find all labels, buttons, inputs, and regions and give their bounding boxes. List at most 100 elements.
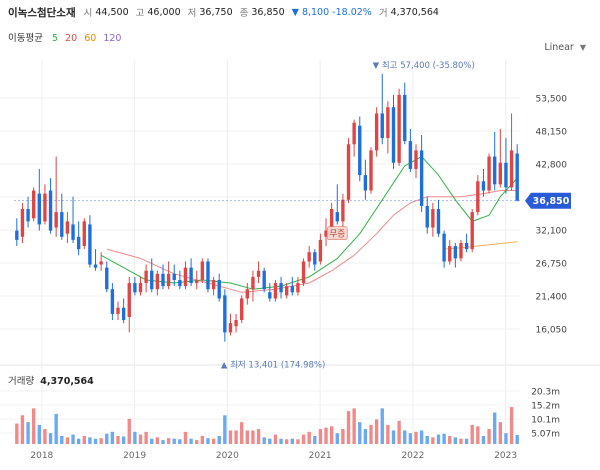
candle-body <box>335 212 339 222</box>
volume-bar <box>341 429 345 444</box>
volume-bar <box>442 433 446 444</box>
volume-bar <box>71 434 75 444</box>
volume-bar <box>172 438 176 444</box>
candle-body <box>15 230 19 240</box>
low-label: 저 <box>187 8 197 19</box>
year-label-2023: 2023 <box>494 451 517 461</box>
candle-body <box>374 113 379 151</box>
candle-body <box>206 261 210 290</box>
candle-body <box>54 212 58 228</box>
volume-bar <box>189 438 193 444</box>
volume-bar <box>493 412 497 444</box>
moving-average-legend[interactable]: 이동평균 5 20 60 120 <box>8 30 125 44</box>
volume-bar <box>200 435 205 444</box>
candle-body <box>251 276 255 290</box>
candle-body <box>172 273 176 280</box>
event-marker-box <box>326 226 348 241</box>
low-annotation: ▲ 최저 13,401 (174.98%) <box>221 359 325 370</box>
candle-body <box>391 107 396 163</box>
volume-bar <box>301 434 306 444</box>
candle-body <box>369 150 373 191</box>
volume-bar <box>206 438 210 444</box>
volume-bar <box>234 430 238 444</box>
volume-bar <box>391 430 396 444</box>
candle-body <box>380 113 384 139</box>
candle-body <box>318 239 323 262</box>
volume-bar <box>31 408 36 444</box>
volume-bar <box>307 431 311 444</box>
volume-bar <box>358 422 362 444</box>
volume-bar <box>279 438 283 444</box>
volume-bar <box>268 438 272 444</box>
volume-bar <box>498 422 503 444</box>
volume-bar <box>228 430 233 444</box>
volume-tick-label: 15.2m <box>531 402 560 412</box>
candle-body <box>358 125 362 176</box>
candle-body <box>397 94 401 163</box>
candle-body <box>178 279 182 287</box>
volume-bar <box>380 408 384 444</box>
volume-bar <box>487 429 491 444</box>
volume-bar <box>116 435 120 444</box>
year-label-2021: 2021 <box>309 451 332 461</box>
ma-120-label: 120 <box>103 33 122 44</box>
volume-bar <box>155 437 160 444</box>
candle-body <box>476 181 480 213</box>
candle-body <box>60 212 64 237</box>
volume-bar <box>414 431 418 444</box>
current-price-label: 36,850 <box>533 196 570 207</box>
volume-bar <box>403 430 407 444</box>
candle-body <box>65 221 70 234</box>
stock-name: 이녹스첨단소재 <box>8 6 76 19</box>
candle-body <box>144 270 148 284</box>
candle-body <box>166 273 171 287</box>
candles <box>15 73 519 342</box>
volume-bar <box>352 408 356 444</box>
scale-toggle[interactable]: Linear ▼ <box>544 42 586 53</box>
volume-bar <box>82 435 86 444</box>
event-marker-label: 무증 <box>329 230 345 240</box>
price-tick-label: 32,100 <box>536 227 568 237</box>
high-value: 46,000 <box>147 6 181 18</box>
volume-bar <box>369 424 373 444</box>
moving-average-title: 이동평균 <box>8 33 43 44</box>
candle-body <box>459 242 463 259</box>
candle-body <box>240 298 244 321</box>
candle-body <box>256 270 261 277</box>
candle-body <box>448 246 452 262</box>
volume-bar <box>425 435 429 444</box>
volume-label: 거 <box>378 8 388 19</box>
volume-bar <box>138 434 143 444</box>
candle-body <box>99 261 103 265</box>
candle-body <box>234 320 238 327</box>
volume-bar <box>296 439 300 444</box>
candle-body <box>71 224 75 240</box>
candle-body <box>301 261 306 284</box>
volume-bar <box>431 437 435 444</box>
candle-body <box>37 193 41 225</box>
volume-panel-title: 거래량 <box>8 376 35 387</box>
time-axis: 2018 2019 2020 2021 2022 2023 <box>30 451 517 461</box>
price-tick-label: 21,400 <box>536 293 568 303</box>
candle-body <box>116 307 120 314</box>
volume-bar <box>133 431 137 444</box>
annotations: 36,850 ▼ 최고 57,400 (-35.80%) ▲ 최저 13,401 (… <box>14 60 571 370</box>
candle-body <box>442 233 446 262</box>
quote-header: 이녹스첨단소재 시 44,500 고 46,000 저 36,750 종 36,… <box>8 4 446 20</box>
candle-body <box>425 205 429 228</box>
volume-bar <box>464 438 469 444</box>
volume-bar <box>60 435 64 444</box>
candle-body <box>279 283 283 293</box>
volume-bar <box>121 436 126 444</box>
ma-20-label: 20 <box>65 33 78 44</box>
price-tick-label: 48,150 <box>536 128 568 138</box>
candle-body <box>481 181 486 191</box>
candle-body <box>363 175 368 191</box>
open-label: 시 <box>83 8 93 19</box>
volume-bar <box>127 418 131 444</box>
volume-grid <box>0 390 520 434</box>
price-tick-label: 26,750 <box>536 260 568 270</box>
high-annotation: ▼ 최고 57,400 (-35.80%) <box>373 60 475 71</box>
candle-body <box>329 209 334 231</box>
